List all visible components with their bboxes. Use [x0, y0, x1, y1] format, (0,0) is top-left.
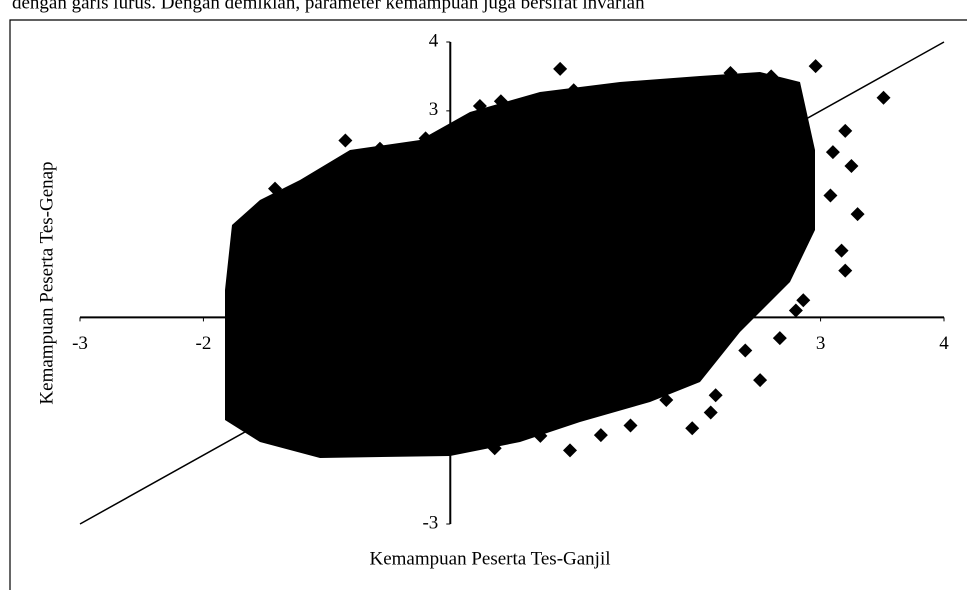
point: [593, 428, 608, 443]
point: [313, 168, 328, 183]
trendline: [79, 41, 945, 525]
document-text: dengan garis lurus. Dengan demikian, par…: [12, 0, 645, 13]
point: [268, 181, 283, 196]
x-tick-label: 3: [816, 333, 826, 354]
point: [472, 99, 487, 114]
point: [553, 61, 568, 76]
point: [487, 441, 502, 456]
point: [834, 243, 849, 258]
point: [844, 158, 859, 173]
point: [392, 143, 407, 158]
point: [282, 193, 297, 208]
point: [764, 69, 779, 84]
point: [703, 405, 718, 420]
point: [233, 223, 248, 238]
x-tick-label: -3: [72, 333, 88, 354]
point: [228, 263, 243, 278]
x-tick-label: -2: [196, 333, 212, 354]
point: [838, 123, 853, 138]
frame: [9, 19, 967, 590]
y-tick-label: 4: [429, 30, 439, 51]
point: [643, 83, 658, 98]
point: [838, 263, 853, 278]
point: [338, 133, 353, 148]
point: [533, 428, 548, 443]
y-tick-label: -3: [422, 512, 438, 533]
point: [418, 131, 433, 146]
point: [493, 94, 508, 109]
dense-cloud: [225, 72, 815, 458]
point: [708, 388, 723, 403]
point: [685, 421, 700, 436]
x-axis-title: Kemampuan Peserta Tes-Ganjil: [369, 548, 610, 569]
y-tick-label: 3: [429, 99, 439, 120]
point: [659, 393, 674, 408]
x-tick-label: 4: [939, 333, 949, 354]
point: [825, 145, 840, 160]
point: [623, 418, 638, 433]
point: [823, 188, 838, 203]
point: [723, 65, 738, 80]
point: [603, 86, 618, 101]
point: [850, 207, 865, 222]
point: [372, 141, 387, 156]
point: [772, 331, 787, 346]
point: [876, 90, 891, 105]
point: [738, 343, 753, 358]
y-axis-title: Kemampuan Peserta Tes-Genap: [36, 161, 57, 404]
point: [566, 83, 581, 98]
point: [808, 59, 823, 74]
point: [796, 293, 811, 308]
point: [563, 443, 578, 458]
point: [788, 303, 803, 318]
point: [753, 373, 768, 388]
